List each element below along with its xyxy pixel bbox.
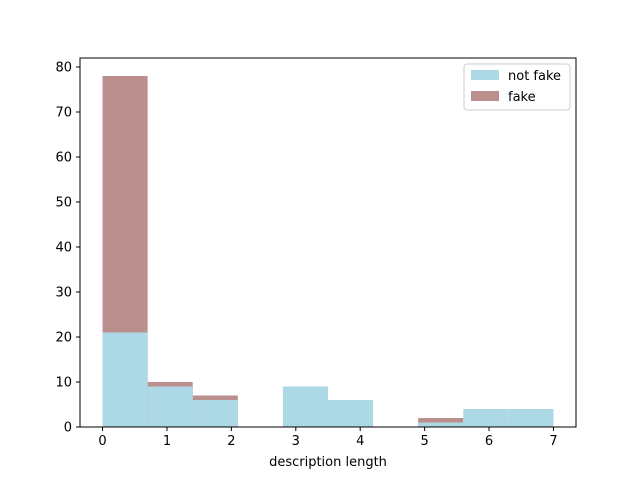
- y-tick-label: 30: [55, 286, 72, 301]
- x-axis-label: description length: [269, 455, 387, 470]
- y-tick-label: 70: [55, 106, 72, 121]
- y-tick-label: 80: [55, 61, 72, 76]
- x-tick-label: 3: [292, 434, 300, 449]
- y-axis: 0 10 20 30 40 50 60 70 80: [55, 61, 80, 436]
- plot-frame: [79, 57, 577, 428]
- y-tick-label: 10: [55, 376, 72, 391]
- x-axis: 0 1 2 3 4 5 6 7: [98, 427, 558, 449]
- not-fake-bar-8: [463, 409, 509, 427]
- x-tick-label: 6: [485, 434, 493, 449]
- y-tick-label: 0: [64, 421, 72, 436]
- not-fake-bar-0: [102, 332, 148, 427]
- y-tick-label: 50: [55, 196, 72, 211]
- x-tick-label: 0: [98, 434, 106, 449]
- legend-swatch: [471, 91, 499, 101]
- legend-swatch: [471, 70, 499, 80]
- not-fake-bar-7: [418, 422, 464, 427]
- not-fake-bar-2: [192, 400, 238, 427]
- y-tick-label: 40: [55, 241, 72, 256]
- y-tick-label: 60: [55, 151, 72, 166]
- not-fake-bar-9: [508, 409, 554, 427]
- bars-layer: [102, 76, 554, 427]
- x-tick-label: 4: [356, 434, 364, 449]
- x-tick-label: 1: [163, 434, 171, 449]
- y-tick-label: 20: [55, 331, 72, 346]
- not-fake-bar-1: [147, 386, 193, 427]
- x-tick-label: 5: [420, 434, 428, 449]
- x-tick-label: 2: [227, 434, 235, 449]
- legend: not fake fake: [463, 63, 571, 111]
- not-fake-bar-5: [328, 400, 374, 427]
- not-fake-bar-4: [282, 386, 328, 427]
- legend-label: fake: [508, 90, 536, 105]
- legend-label: not fake: [508, 69, 561, 84]
- x-tick-label: 7: [549, 434, 557, 449]
